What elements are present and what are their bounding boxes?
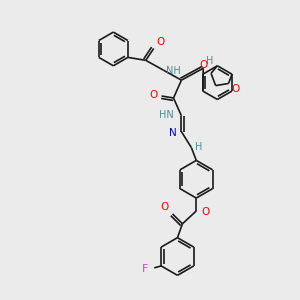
Text: N: N [169, 128, 176, 138]
Text: O: O [157, 38, 165, 47]
Text: O: O [149, 90, 158, 100]
Text: H: H [206, 56, 214, 66]
Text: HN: HN [159, 110, 173, 120]
Text: NH: NH [166, 66, 180, 76]
Text: F: F [142, 264, 148, 274]
Text: O: O [160, 202, 169, 212]
Text: O: O [201, 207, 209, 217]
Text: O: O [232, 84, 240, 94]
Text: H: H [195, 142, 203, 152]
Text: O: O [200, 60, 208, 70]
